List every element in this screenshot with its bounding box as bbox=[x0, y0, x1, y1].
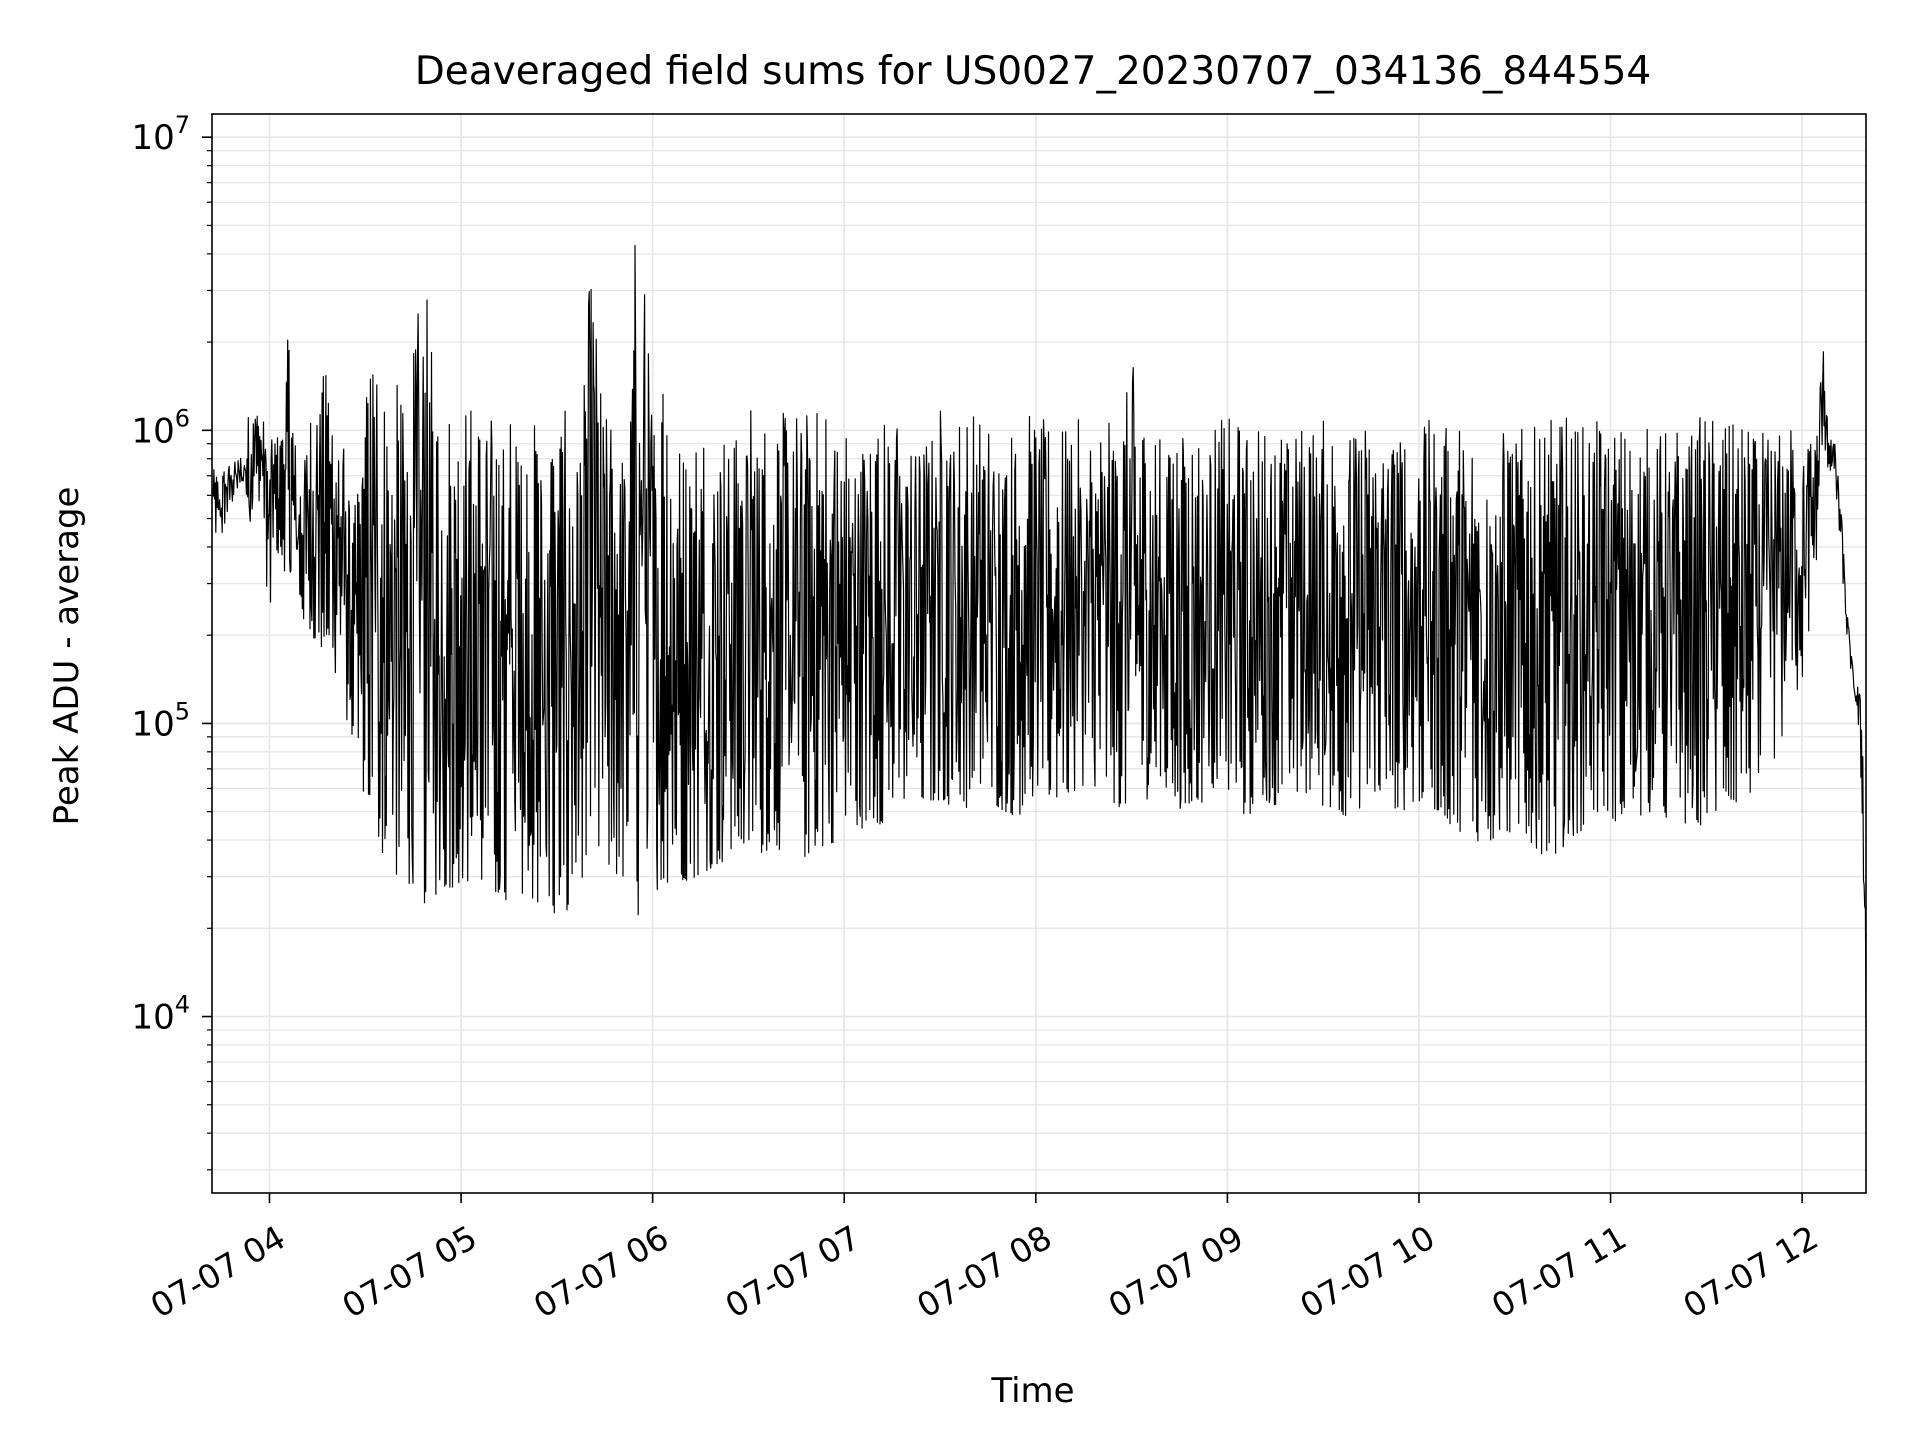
x-axis-label: Time bbox=[990, 1371, 1074, 1411]
x-tick-label: 07-07 06 bbox=[527, 1218, 675, 1326]
x-tick-label: 07-07 10 bbox=[1293, 1218, 1441, 1326]
y-tick-label: 107 bbox=[131, 111, 190, 158]
y-tick-base: 10 bbox=[131, 411, 174, 451]
y-tick-base: 10 bbox=[131, 704, 174, 744]
x-tick-label: 07-07 09 bbox=[1102, 1218, 1250, 1326]
x-tick-label: 07-07 07 bbox=[719, 1218, 867, 1326]
x-tick-label: 07-07 05 bbox=[335, 1218, 483, 1326]
plot-frame bbox=[211, 113, 1867, 1194]
y-axis-label: Peak ADU - average bbox=[47, 487, 87, 826]
y-tick-label: 105 bbox=[131, 697, 190, 744]
grid-layer bbox=[212, 114, 1866, 1193]
series-line bbox=[211, 244, 1867, 1028]
y-tick-base: 10 bbox=[131, 118, 174, 158]
x-tick-label: 07-07 12 bbox=[1677, 1218, 1825, 1326]
x-tick-label: 07-07 08 bbox=[910, 1218, 1058, 1326]
y-tick-exponent: 4 bbox=[175, 991, 190, 1019]
y-tick-exponent: 5 bbox=[175, 697, 190, 725]
y-tick-exponent: 7 bbox=[175, 111, 190, 139]
x-tick-label: 07-07 04 bbox=[144, 1218, 292, 1326]
y-tick-label: 106 bbox=[131, 404, 190, 451]
x-tick-label: 07-07 11 bbox=[1485, 1218, 1633, 1326]
y-tick-base: 10 bbox=[131, 998, 174, 1038]
chart-title: Deaveraged field sums for US0027_2023070… bbox=[415, 49, 1651, 94]
y-tick-exponent: 6 bbox=[175, 404, 190, 432]
data-layer bbox=[211, 244, 1867, 1028]
y-tick-label: 104 bbox=[131, 991, 190, 1038]
